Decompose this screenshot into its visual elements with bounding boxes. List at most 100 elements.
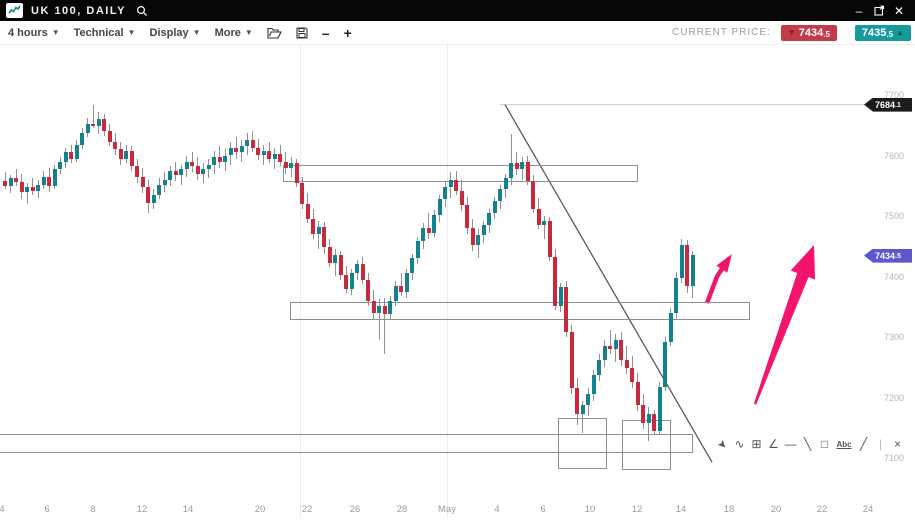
current-price-label: CURRENT PRICE: — [672, 27, 771, 38]
candle-down — [190, 161, 194, 167]
minimize-button[interactable]: – — [855, 3, 863, 18]
descending-trendline[interactable] — [504, 104, 713, 463]
support-zone-lower[interactable] — [0, 433, 693, 454]
time-axis-label: 6 — [44, 504, 50, 515]
candle-up — [663, 341, 667, 387]
down-arrow-icon: ▼ — [787, 28, 796, 37]
time-axis-label: 26 — [349, 504, 361, 515]
time-axis-label: May — [438, 504, 456, 515]
dropdown-display[interactable]: Display ▼ — [149, 26, 201, 39]
large-up-arrow[interactable] — [753, 245, 816, 405]
dropdown-4-hours[interactable]: 4 hours ▼ — [8, 26, 60, 39]
candle-up — [388, 300, 392, 314]
candle-down — [360, 264, 365, 280]
candle-up — [421, 228, 425, 242]
candle-down — [91, 124, 95, 127]
candle-down — [107, 131, 112, 143]
line-tool-icon[interactable]: ╱ — [859, 437, 868, 451]
rectangle-tool-icon[interactable]: □ — [820, 437, 829, 451]
candle-down — [294, 162, 299, 183]
candle-up — [80, 132, 84, 145]
candle-up — [668, 312, 673, 342]
candle-down — [135, 166, 139, 177]
app-logo-icon — [6, 3, 23, 18]
candle-down — [129, 150, 134, 167]
time-axis-label: 4 — [0, 504, 5, 515]
candle-wick — [384, 297, 385, 354]
candle-up — [404, 273, 409, 292]
zoom-in-icon[interactable]: + — [343, 24, 352, 41]
price-axis-label: 7300 — [884, 332, 905, 342]
time-axis-label: 6 — [540, 504, 546, 515]
candle-up — [657, 386, 662, 431]
support-zone-mid[interactable] — [290, 301, 750, 321]
zoom-out-icon[interactable]: – — [321, 24, 330, 41]
up-arrow-icon: ▲ — [896, 28, 904, 37]
time-axis-label: 22 — [301, 504, 313, 515]
candle-down — [641, 404, 645, 423]
candle-wick — [428, 212, 429, 239]
freehand-tool-icon[interactable]: ∿ — [734, 437, 745, 451]
candle-up — [355, 264, 359, 274]
candle-up — [25, 186, 29, 192]
candle-wick — [400, 273, 402, 296]
trendline-tool-icon[interactable]: ╲ — [803, 437, 812, 451]
time-axis-label: 24 — [862, 504, 874, 515]
price-axis-label: 7700 — [884, 90, 905, 100]
candle-down — [619, 340, 623, 360]
popout-button[interactable] — [871, 5, 887, 16]
candle-wick — [543, 216, 545, 239]
candle-up — [74, 144, 79, 159]
candle-down — [382, 305, 387, 314]
save-icon[interactable] — [296, 26, 308, 39]
text-tool-icon[interactable]: Abc — [836, 439, 852, 449]
candle-down — [256, 148, 260, 156]
search-icon[interactable] — [136, 5, 148, 17]
bottom-box-2[interactable] — [622, 419, 671, 471]
time-axis-label: 20 — [770, 504, 782, 515]
fan-lines-tool-icon[interactable]: ∠ — [768, 437, 779, 451]
candle-up — [586, 394, 590, 405]
time-axis-label: 28 — [396, 504, 408, 515]
candle-down — [371, 300, 376, 313]
cursor-tool-icon[interactable]: ➤ — [714, 436, 730, 452]
candle-down — [113, 142, 117, 150]
candle-up — [184, 161, 189, 169]
candle-up — [674, 277, 678, 313]
candle-down — [685, 245, 689, 286]
buy-price-badge[interactable]: 7435.5 ▲ — [854, 24, 911, 41]
candle-down — [630, 368, 634, 383]
candle-up — [487, 212, 491, 226]
candle-down — [217, 156, 222, 162]
candle-down — [283, 161, 288, 168]
time-axis-label: 18 — [723, 504, 735, 515]
price-chart[interactable]: 7700 7600 7500 7400 7300 7200 7100 4 6 8 12 14 20 22 2… — [0, 45, 915, 520]
dropdown-more[interactable]: More ▼ — [214, 26, 253, 39]
candle-down — [531, 180, 535, 209]
candle-up — [481, 225, 486, 236]
pattern-grid-tool-icon[interactable]: ⊞ — [751, 437, 762, 451]
horizontal-line-tool-icon[interactable]: — — [784, 437, 797, 451]
chevron-down-icon: ▼ — [192, 28, 201, 37]
candle-up — [690, 255, 695, 286]
resistance-zone-upper[interactable] — [283, 165, 638, 183]
candle-up — [580, 404, 585, 415]
candle-down — [140, 176, 145, 187]
candle-down — [426, 228, 431, 233]
open-folder-icon[interactable] — [267, 27, 282, 39]
candle-down — [234, 148, 238, 153]
candle-down — [173, 170, 178, 175]
close-toolbar-icon[interactable]: × — [893, 437, 901, 451]
candle-down — [305, 203, 310, 220]
time-axis-label: 8 — [90, 504, 96, 515]
sell-price-badge[interactable]: ▼ 7434.5 — [780, 24, 837, 41]
candle-up — [162, 179, 167, 185]
current-price-badge: 7434.5 — [864, 248, 912, 263]
candle-up — [36, 184, 40, 191]
candle-up — [261, 150, 266, 156]
candle-down — [344, 275, 348, 289]
candle-up — [597, 359, 601, 375]
candle-up — [492, 200, 497, 213]
close-button[interactable]: ✕ — [893, 3, 905, 18]
dropdown-technical[interactable]: Technical ▼ — [73, 26, 136, 39]
